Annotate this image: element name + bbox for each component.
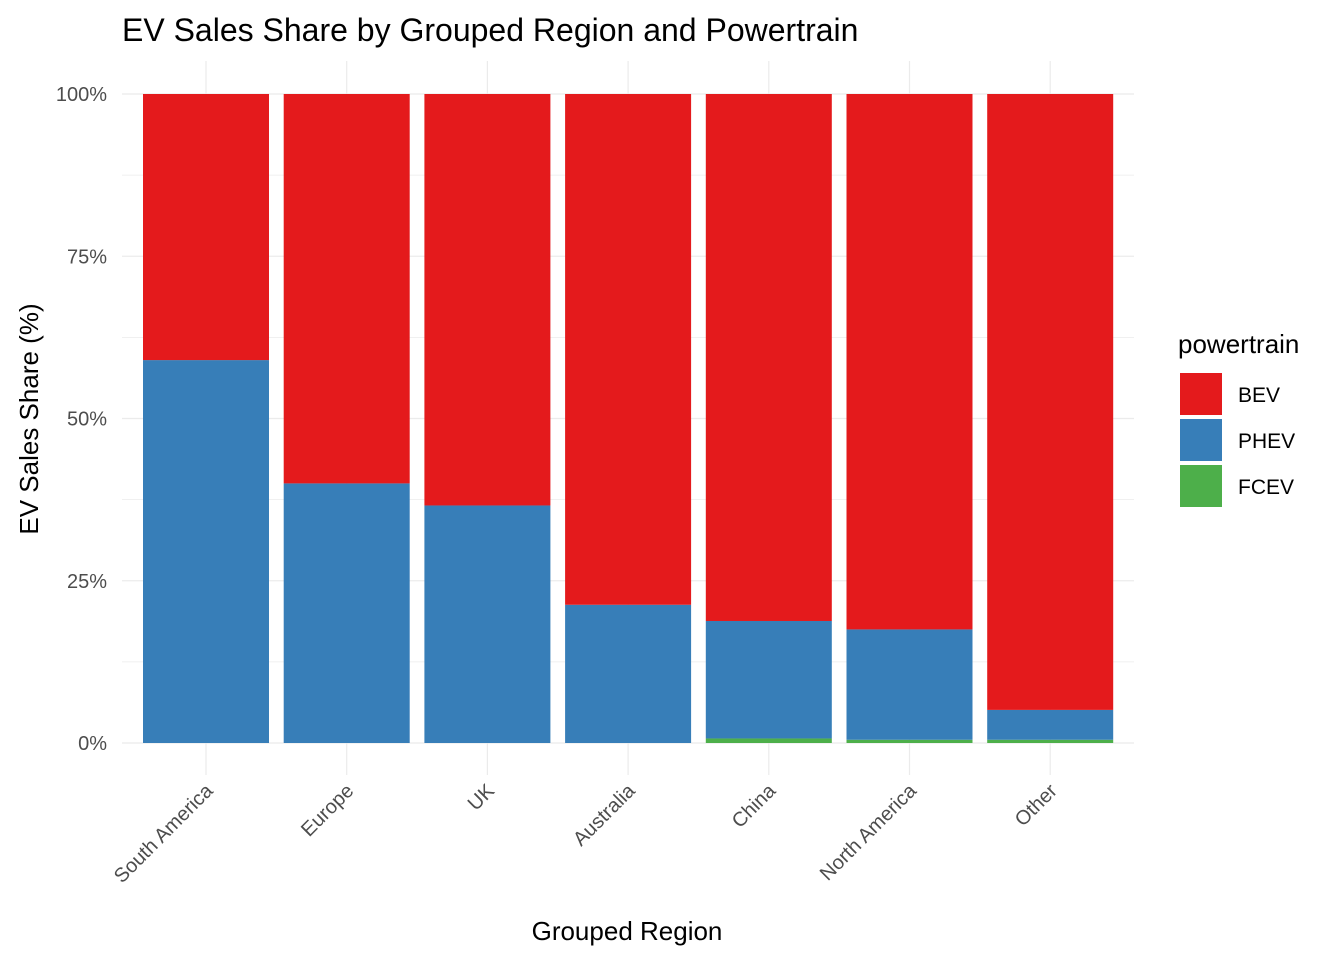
legend: powertrain BEV PHEV FCEV	[1178, 329, 1299, 507]
bar-phev-australia	[565, 604, 692, 743]
bar-bev-australia	[565, 94, 692, 605]
x-tick-label: China	[728, 779, 781, 832]
legend-swatch-bev	[1180, 373, 1222, 415]
legend-label-fcev: FCEV	[1238, 476, 1294, 499]
bar-bev-south-america	[143, 94, 269, 361]
bar-phev-europe	[283, 483, 410, 743]
x-tick-label: North America	[816, 779, 922, 885]
y-tick-label: 50%	[67, 409, 107, 431]
y-tick-label: 75%	[67, 246, 107, 268]
y-axis-ticks: 0% 25% 50% 75% 100%	[56, 84, 107, 755]
y-tick-label: 100%	[56, 84, 107, 106]
bar-phev-other	[987, 709, 1114, 740]
bar-phev-south-america	[143, 360, 269, 743]
bar-phev-china	[705, 620, 832, 739]
y-tick-label: 0%	[78, 733, 107, 755]
legend-label-bev: BEV	[1238, 384, 1280, 407]
bar-bev-other	[987, 94, 1114, 710]
bar-phev-north-america	[846, 629, 973, 740]
bar-bev-north-america	[846, 94, 973, 630]
bars	[143, 94, 1114, 743]
bar-bev-uk	[424, 94, 551, 506]
bar-phev-uk	[424, 505, 551, 743]
bar-fcev-other	[987, 739, 1114, 743]
y-tick-label: 25%	[67, 571, 107, 593]
x-tick-label: Australia	[569, 779, 640, 850]
legend-swatch-fcev	[1180, 465, 1222, 507]
x-tick-label: Other	[1011, 780, 1062, 831]
y-axis-title: EV Sales Share (%)	[14, 303, 44, 534]
x-axis-ticks: South America Europe UK Australia China North…	[110, 779, 1062, 887]
x-tick-label: Europe	[297, 780, 358, 841]
bar-fcev-north-america	[846, 739, 973, 743]
x-tick-label: South America	[110, 779, 218, 887]
bar-bev-europe	[283, 94, 410, 484]
legend-label-phev: PHEV	[1238, 430, 1295, 453]
x-tick-label: UK	[464, 780, 500, 816]
bar-fcev-china	[705, 738, 832, 743]
legend-title: powertrain	[1178, 329, 1299, 359]
bar-bev-china	[705, 94, 832, 621]
x-axis-title: Grouped Region	[532, 916, 723, 946]
legend-swatch-phev	[1180, 419, 1222, 461]
chart-title: EV Sales Share by Grouped Region and Pow…	[122, 12, 858, 48]
